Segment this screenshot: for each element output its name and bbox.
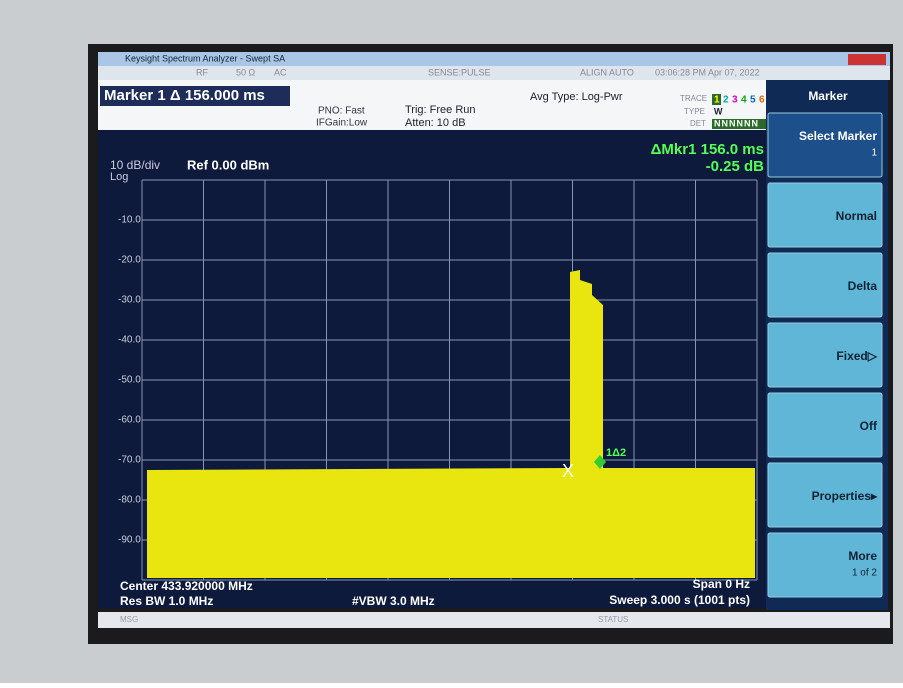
softkey[interactable] xyxy=(767,322,883,388)
softkey-label: Delta xyxy=(848,279,878,293)
marker-x: X xyxy=(562,461,574,481)
y-label: -40.0 xyxy=(118,335,141,346)
softkey[interactable] xyxy=(767,462,883,528)
softkey-title: Marker xyxy=(808,89,848,103)
trace-1-bg xyxy=(712,94,721,105)
vbw: #VBW 3.0 MHz xyxy=(352,594,435,608)
avg-type: Avg Type: Log-Pwr xyxy=(530,91,623,103)
y-label: -10.0 xyxy=(118,215,141,226)
trace-label: TRACE xyxy=(680,94,707,103)
scale-type: Log xyxy=(110,171,128,183)
det-bg xyxy=(712,119,767,129)
window-title: Keysight Spectrum Analyzer - Swept SA xyxy=(125,53,285,63)
softkey-sub: 1 of 2 xyxy=(852,568,877,579)
det-label: DET xyxy=(690,119,706,128)
type-value: W xyxy=(714,106,723,116)
trace-number: 1 xyxy=(714,95,720,106)
softkey-label: More xyxy=(848,549,877,563)
coupling: AC xyxy=(274,67,287,77)
status-bar xyxy=(98,612,890,628)
align: ALIGN AUTO xyxy=(580,67,634,77)
marker-readout-bg xyxy=(100,86,290,106)
datetime: 03:06:28 PM Apr 07, 2022 xyxy=(655,67,760,77)
marker-label: 1Δ2 xyxy=(606,447,626,459)
sweep: Sweep 3.000 s (1001 pts) xyxy=(609,593,750,607)
sense: SENSE:PULSE xyxy=(428,67,491,77)
softkey-label: Properties▸ xyxy=(812,489,878,503)
delta-value: -0.25 dB xyxy=(706,158,765,175)
softkey[interactable] xyxy=(767,182,883,248)
softkey-label: Normal xyxy=(836,209,877,223)
det-values: NNNNNN xyxy=(714,118,759,128)
trace-number: 3 xyxy=(732,95,738,106)
trace xyxy=(147,270,755,578)
status: STATUS xyxy=(598,615,628,624)
trace-number: 4 xyxy=(741,95,747,106)
y-label: -30.0 xyxy=(118,295,141,306)
window-controls[interactable] xyxy=(848,54,886,65)
trace-number: 2 xyxy=(723,95,729,106)
title-bar xyxy=(98,52,890,66)
marker-readout: Marker 1 Δ 156.000 ms xyxy=(104,87,265,104)
trig: Trig: Free Run xyxy=(405,104,476,116)
trace-number: 5 xyxy=(750,95,756,106)
y-label: -70.0 xyxy=(118,455,141,466)
marker-diamond xyxy=(594,455,606,469)
ifgain: IFGain:Low xyxy=(316,118,368,129)
softkey[interactable] xyxy=(767,252,883,318)
impedance: 50 Ω xyxy=(236,67,256,77)
center: Center 433.920000 MHz xyxy=(120,579,253,593)
status-row xyxy=(98,66,890,80)
scale: 10 dB/div xyxy=(110,158,160,172)
y-label: -90.0 xyxy=(118,535,141,546)
y-label: -60.0 xyxy=(118,415,141,426)
rf: RF xyxy=(196,67,208,77)
y-label: -80.0 xyxy=(118,495,141,506)
softkey[interactable] xyxy=(767,112,883,178)
atten: Atten: 10 dB xyxy=(405,117,466,129)
delta-marker: ΔMkr1 156.0 ms xyxy=(651,141,764,158)
y-label: -20.0 xyxy=(118,255,141,266)
softkey[interactable] xyxy=(767,392,883,458)
softkey-label: Fixed▷ xyxy=(836,349,877,363)
softkey-label: Select Marker xyxy=(799,129,877,143)
span: Span 0 Hz xyxy=(693,577,750,591)
softkey-sub: 1 xyxy=(871,148,877,159)
y-label: -50.0 xyxy=(118,375,141,386)
softkey[interactable] xyxy=(767,532,883,598)
type-label: TYPE xyxy=(684,107,705,116)
reference-level: Ref 0.00 dBm xyxy=(187,157,269,172)
msg: MSG xyxy=(120,615,138,624)
trace-number: 6 xyxy=(759,95,765,106)
pno: PNO: Fast xyxy=(318,106,365,117)
res-bw: Res BW 1.0 MHz xyxy=(120,594,213,608)
softkey-label: Off xyxy=(860,419,878,433)
